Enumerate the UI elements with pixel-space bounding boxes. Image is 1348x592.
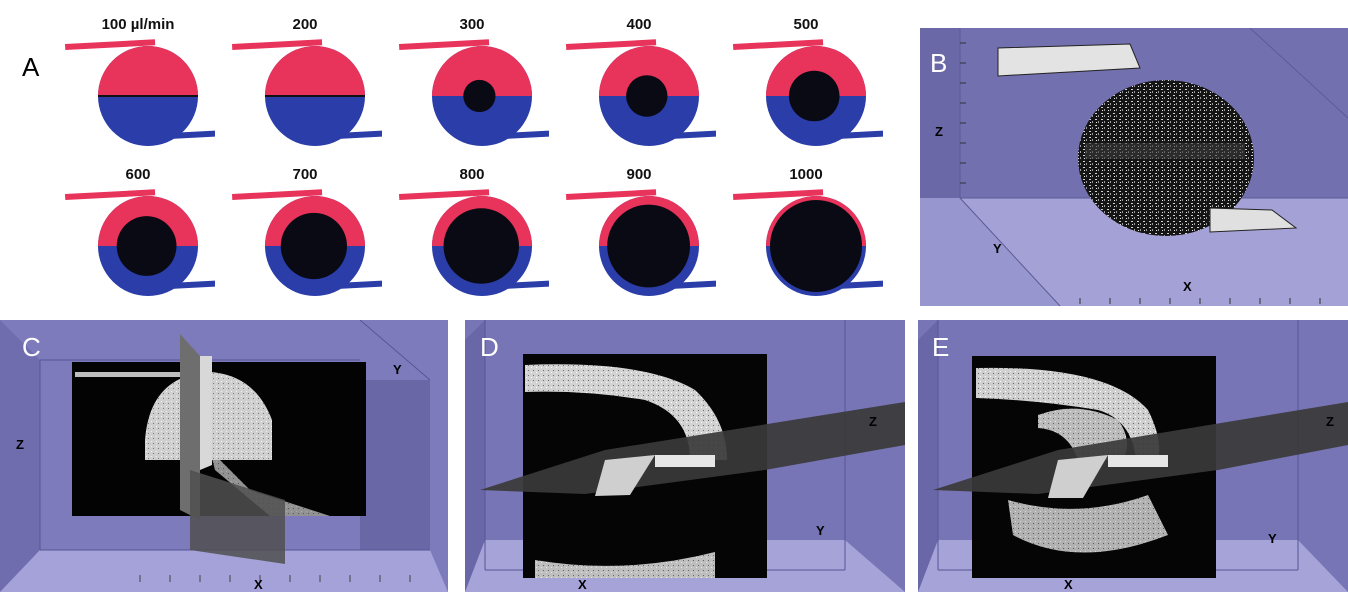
inlet-channel (566, 189, 657, 200)
mixed-fluid-core (116, 216, 177, 276)
flow-rate-label: 700 (292, 166, 318, 183)
panel-b-axis-z: Z (935, 124, 943, 139)
mixed-fluid-core (607, 204, 690, 288)
red-fluid-region (599, 46, 699, 96)
flow-rate-label: 800 (459, 166, 485, 183)
inlet-channel (399, 189, 490, 200)
mixer-render (399, 39, 549, 146)
inlet-channel (232, 189, 323, 200)
mixer-render (566, 189, 716, 296)
panel-b (920, 28, 1348, 306)
flow-rate-label: 1000 (789, 166, 823, 183)
mixer-render (566, 39, 716, 146)
inlet-channel (232, 39, 323, 50)
flow-rate-label: 200 (292, 16, 318, 33)
mixer-render (232, 189, 382, 296)
panel-a: 100 µl/min 200 300 400 500 600 700 800 900 1000 (55, 10, 905, 310)
flow-rate-label: 600 (125, 166, 151, 183)
panel-e-letter: E (932, 332, 950, 362)
flow-rate-label: 300 (459, 16, 485, 33)
mixer-render (399, 189, 549, 296)
panel-e-axis-x: X (1064, 577, 1073, 592)
flow-rate-label: 100 µl/min (101, 16, 175, 33)
mixed-fluid-core (463, 79, 496, 113)
inlet-channel (566, 39, 657, 50)
mixer-render (733, 189, 883, 296)
panel-e-axis-z: Z (1326, 414, 1334, 429)
panel-d (465, 320, 905, 592)
panel-d-axis-z: Z (869, 414, 877, 429)
mixer-render (65, 189, 215, 296)
flow-rate-label: 400 (626, 16, 652, 33)
mixed-fluid-core (443, 208, 519, 284)
mixer-render (733, 39, 883, 146)
flow-rate-label: 500 (793, 16, 819, 33)
mixed-fluid-core (788, 70, 840, 122)
mixed-fluid-core (626, 75, 668, 117)
panel-e-axis-y: Y (1268, 531, 1277, 546)
red-fluid-region (98, 46, 198, 96)
panel-d-axis-x: X (578, 577, 587, 592)
panel-c-axis-y: Y (393, 362, 402, 377)
panel-d-axis-y: Y (816, 523, 825, 538)
inlet-channel (733, 39, 824, 50)
panel-c-letter: C (22, 332, 41, 362)
inlet-channel (733, 189, 824, 200)
panel-a-letter: A (22, 52, 40, 82)
mixed-fluid-core (770, 200, 862, 292)
panel-b-axis-y: Y (993, 241, 1002, 256)
panel-c-axis-x: X (254, 577, 263, 592)
red-fluid-region (432, 46, 532, 96)
inlet-channel (65, 189, 156, 200)
mixer-render (65, 39, 215, 146)
inlet-channel (399, 39, 490, 50)
flow-rate-label: 900 (626, 166, 652, 183)
panel-d-letter: D (480, 332, 499, 362)
mixer-render (232, 39, 382, 146)
red-fluid-region (265, 46, 365, 96)
panel-b-letter: B (930, 48, 948, 78)
inlet-channel (65, 39, 156, 50)
panel-c (0, 320, 448, 592)
mixed-fluid-core (280, 212, 347, 280)
panel-e (918, 320, 1348, 592)
panel-c-axis-z: Z (16, 437, 24, 452)
panel-b-axis-x: X (1183, 279, 1192, 294)
